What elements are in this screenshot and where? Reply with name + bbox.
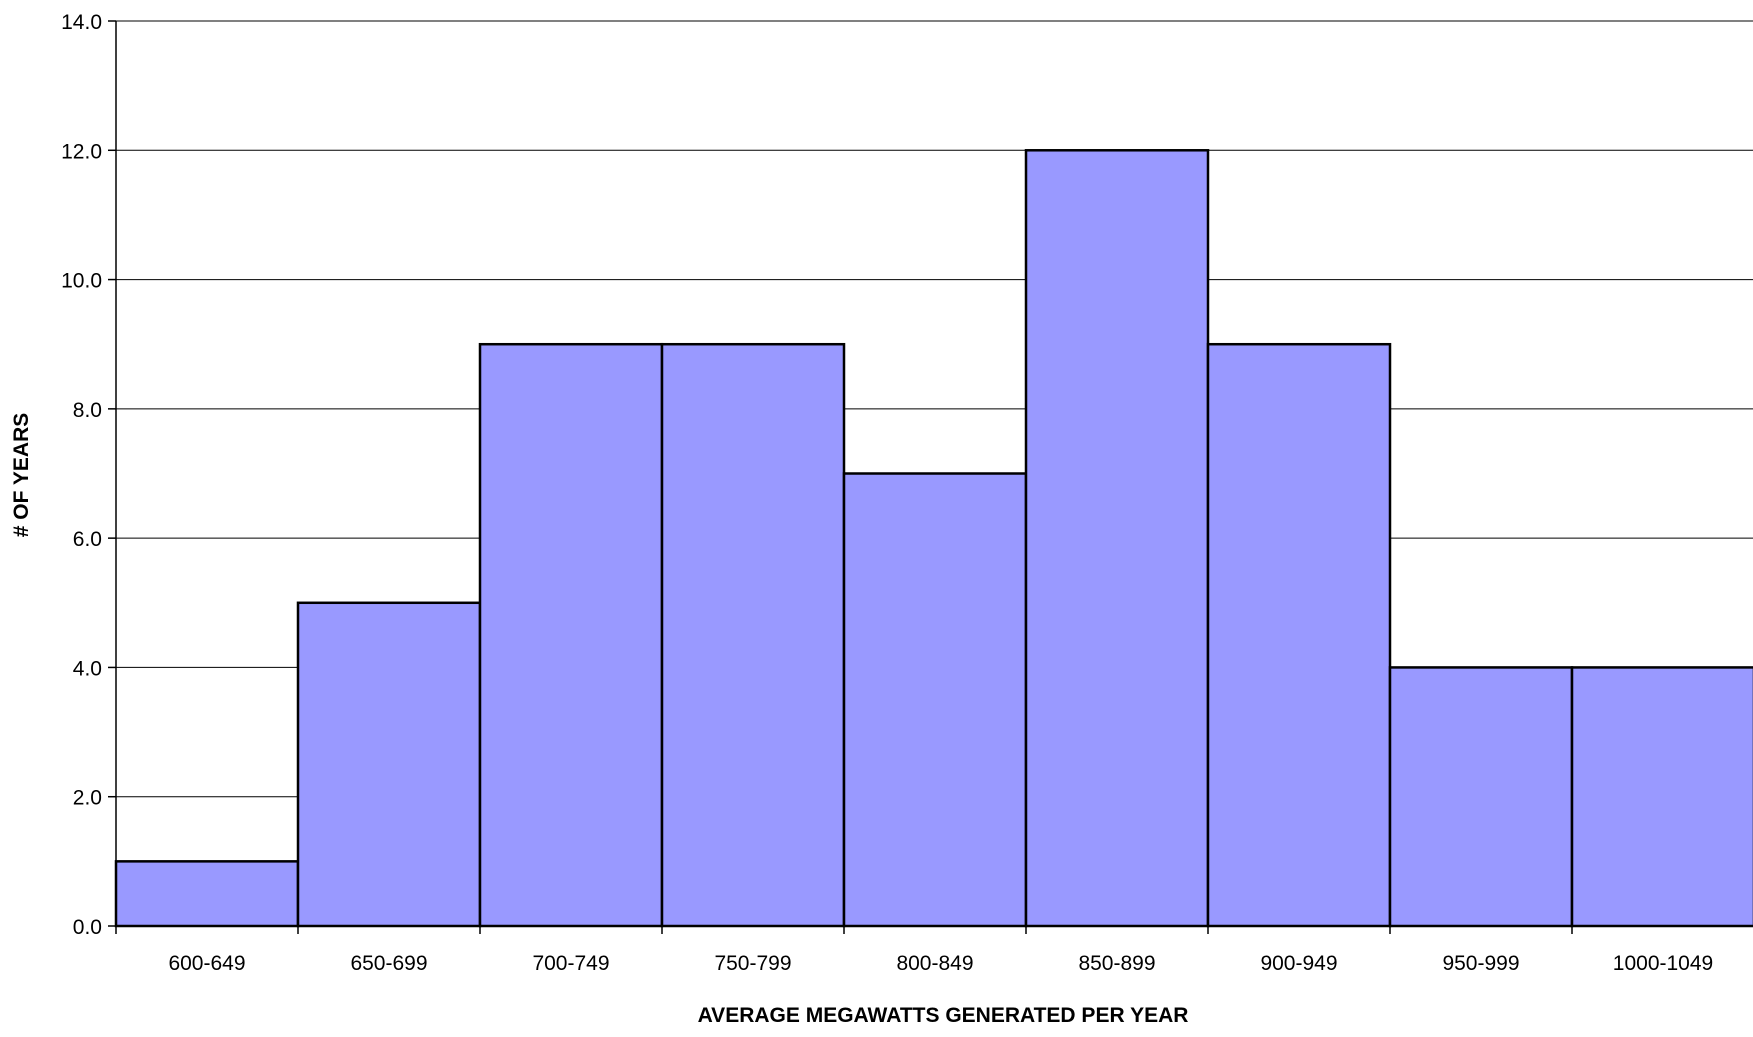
y-tick-label: 12.0 xyxy=(61,140,102,163)
x-tick-label: 650-699 xyxy=(350,952,427,975)
x-tick-label: 900-949 xyxy=(1260,952,1337,975)
y-tick-label: 4.0 xyxy=(73,657,102,680)
y-tick-label: 6.0 xyxy=(73,528,102,551)
bar-1000-1049 xyxy=(1570,666,1753,928)
bar-700-749 xyxy=(478,342,664,928)
y-tick-labels: 0.0 2.0 4.0 6.0 8.0 10.0 12.0 14.0 xyxy=(61,11,102,939)
y-tick-label: 14.0 xyxy=(61,11,102,34)
bar-900-949 xyxy=(1206,342,1392,928)
bar-850-899 xyxy=(1024,149,1210,928)
x-axis-title: AVERAGE MEGAWATTS GENERATED PER YEAR xyxy=(698,1004,1189,1027)
bar-800-849 xyxy=(842,472,1028,928)
bar-650-699 xyxy=(296,601,482,928)
x-tick-label: 850-899 xyxy=(1078,952,1155,975)
bar-600-649 xyxy=(114,860,300,928)
y-tick-label: 8.0 xyxy=(73,399,102,422)
x-tick-label: 800-849 xyxy=(896,952,973,975)
axes xyxy=(108,20,1753,934)
x-tick-label: 700-749 xyxy=(532,952,609,975)
y-tick-label: 2.0 xyxy=(73,787,102,810)
y-tick-label: 0.0 xyxy=(73,916,102,939)
y-tick-label: 10.0 xyxy=(61,270,102,293)
bars xyxy=(114,149,1753,928)
x-tick-label: 600-649 xyxy=(168,952,245,975)
bar-950-999 xyxy=(1388,666,1574,928)
x-tick-label: 750-799 xyxy=(714,952,791,975)
x-tick-labels: 600-649 650-699 700-749 750-799 800-849 850-8… xyxy=(168,952,1713,975)
y-axis-title: # OF YEARS xyxy=(10,413,33,537)
x-tick-label: 1000-1049 xyxy=(1613,952,1713,975)
bar-750-799 xyxy=(660,342,846,928)
x-tick-label: 950-999 xyxy=(1442,952,1519,975)
